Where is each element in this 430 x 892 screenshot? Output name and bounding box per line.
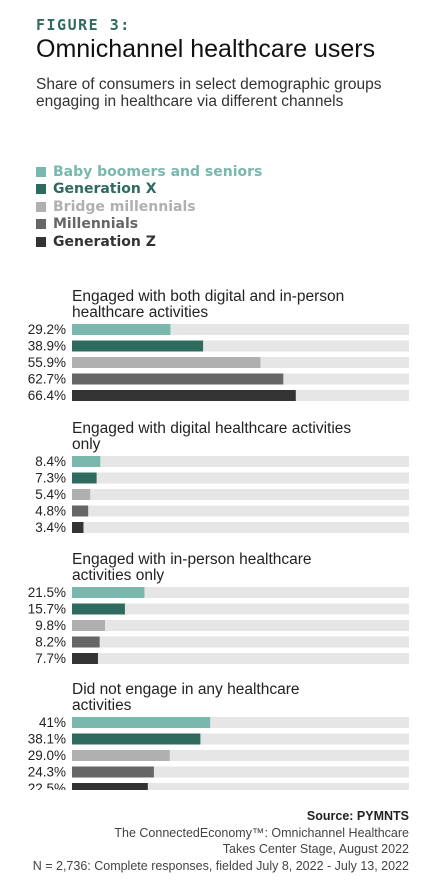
legend-swatch <box>36 166 46 177</box>
bar-track <box>72 324 409 335</box>
legend-label: Baby boomers and seniors <box>53 163 263 180</box>
bar <box>72 522 84 533</box>
value-label: 38.9% <box>28 339 66 354</box>
bar-track <box>72 636 409 648</box>
value-label: 55.9% <box>28 355 66 370</box>
legend-item-baby-boomers: Baby boomers and seniors <box>36 163 262 181</box>
bar <box>72 340 204 352</box>
value-label: 9.8% <box>35 618 66 633</box>
bar <box>72 766 154 778</box>
value-label: 62.7% <box>28 372 66 387</box>
group-title: activities <box>72 697 132 714</box>
bar <box>72 750 170 761</box>
bar <box>72 653 98 664</box>
group-title: Did not engage in any healthcare <box>72 681 300 698</box>
bar <box>72 636 100 648</box>
legend-swatch <box>36 201 46 212</box>
value-label: 22.5% <box>28 781 66 790</box>
group-title: activities only <box>72 567 164 584</box>
bar-track <box>72 653 409 664</box>
bar <box>72 489 91 500</box>
group-title: Engaged with digital healthcare activiti… <box>72 420 351 437</box>
bar <box>72 717 211 728</box>
chart-title: Omnichannel healthcare users <box>36 35 376 63</box>
legend-item-millennials: Millennials <box>36 216 262 234</box>
value-label: 5.4% <box>35 487 66 502</box>
legend: Baby boomers and seniors Generation X Br… <box>36 163 262 251</box>
bar <box>72 733 201 745</box>
legend-item-generation-z: Generation Z <box>36 233 262 251</box>
bar-track <box>72 505 409 517</box>
bar-track <box>72 766 409 778</box>
bar <box>72 587 145 598</box>
bar-track <box>72 750 409 761</box>
chart-subtitle: Share of consumers in select demographic… <box>36 76 382 110</box>
value-label: 3.4% <box>35 520 66 535</box>
value-label: 8.2% <box>35 635 66 650</box>
bar <box>72 603 125 615</box>
bar <box>72 620 106 631</box>
value-label: 24.3% <box>28 765 66 780</box>
legend-item-generation-x: Generation X <box>36 181 262 199</box>
value-label: 4.8% <box>35 504 66 519</box>
bar <box>72 783 148 790</box>
source-text: Source: PYMNTS <box>306 809 409 823</box>
footer-note: N = 2,736: Complete responses, fielded J… <box>32 858 409 873</box>
bar-track <box>72 717 409 728</box>
legend-label: Generation X <box>53 181 157 198</box>
bar <box>72 456 101 467</box>
figure-label: FIGURE 3: <box>36 16 131 34</box>
bar-track <box>72 456 409 467</box>
legend-item-bridge-millennials: Bridge millennials <box>36 198 262 216</box>
value-label: 38.1% <box>28 732 66 747</box>
value-label: 15.7% <box>28 602 66 617</box>
bar <box>72 373 284 385</box>
bar-track <box>72 587 409 598</box>
value-label: 7.7% <box>35 651 66 666</box>
group-title: Engaged with both digital and in-person <box>72 288 344 305</box>
value-label: 7.3% <box>35 471 66 486</box>
group-title: Engaged with in-person healthcare <box>72 551 312 568</box>
legend-label: Bridge millennials <box>53 198 196 215</box>
group-title: healthcare activities <box>72 304 208 321</box>
bar-track <box>72 522 409 533</box>
footer: Source: PYMNTS The ConnectedEconomy™: Om… <box>33 808 409 874</box>
bar-track <box>72 783 409 790</box>
bar <box>72 472 97 484</box>
bar <box>72 357 261 368</box>
bar-track <box>72 340 409 352</box>
bar <box>72 505 89 517</box>
bar-track <box>72 489 409 500</box>
legend-swatch <box>36 184 46 195</box>
group-title: only <box>72 436 101 453</box>
bar-track <box>72 733 409 745</box>
bar-track <box>72 472 409 484</box>
footer-line: The ConnectedEconomy™: Omnichannel Healt… <box>114 825 409 840</box>
value-label: 41% <box>39 715 66 730</box>
value-label: 21.5% <box>28 585 66 600</box>
legend-label: Millennials <box>53 216 139 233</box>
bar-track <box>72 620 409 631</box>
legend-label: Generation Z <box>53 233 156 250</box>
footer-line: Takes Center Stage, August 2022 <box>222 842 409 856</box>
value-label: 29.0% <box>28 748 66 763</box>
value-label: 8.4% <box>35 454 66 469</box>
bar-chart: Engaged with both digital and in-personh… <box>28 288 409 790</box>
bar <box>72 390 296 401</box>
legend-swatch <box>36 219 46 230</box>
bar-track <box>72 603 409 615</box>
legend-swatch <box>36 236 46 247</box>
bar <box>72 324 171 335</box>
value-label: 29.2% <box>28 322 66 337</box>
value-label: 66.4% <box>28 388 66 403</box>
